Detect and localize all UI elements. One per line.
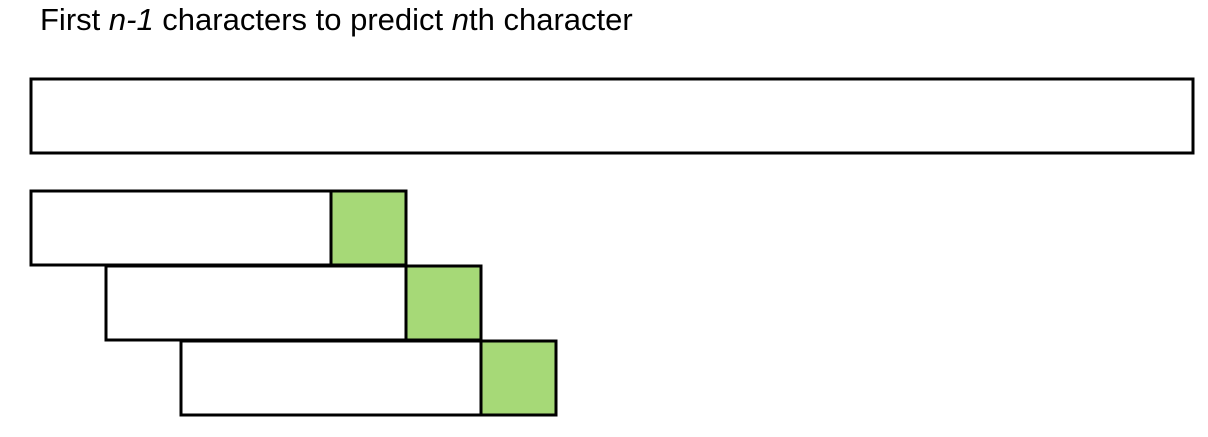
window-2-context-box [104, 264, 408, 342]
title-n: n [451, 2, 470, 37]
window-1-target-box [329, 189, 408, 267]
title-part-first: First [40, 2, 109, 37]
window-3 [179, 339, 558, 417]
window-1-context-box [29, 189, 333, 267]
title-part-end: th character [469, 2, 633, 37]
full-sequence-box [29, 77, 1195, 155]
window-3-context-box [179, 339, 483, 417]
window-2-target-box [404, 264, 483, 342]
window-1 [29, 189, 408, 267]
title-n-minus-1: n-1 [108, 2, 154, 37]
diagram-title: First n-1 characters to predict nth char… [40, 0, 633, 40]
window-3-target-box [479, 339, 558, 417]
window-2 [104, 264, 483, 342]
title-part-middle: characters to predict [153, 2, 452, 37]
